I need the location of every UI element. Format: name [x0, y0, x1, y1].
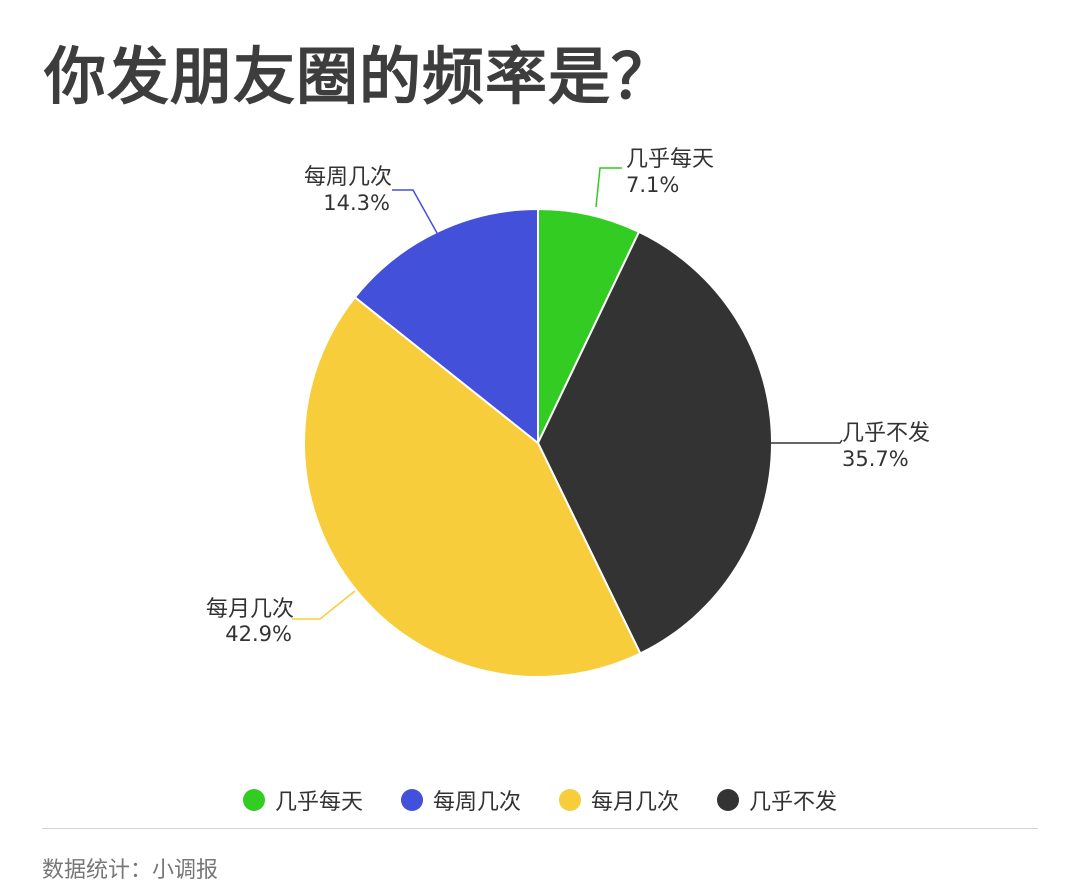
legend-label: 几乎每天	[274, 790, 363, 815]
leader-line	[595, 167, 622, 208]
legend-swatch	[717, 789, 740, 811]
slice-value-label: 42.9%	[225, 622, 292, 646]
legend: 几乎每天 每周几次 每月几次 几乎不发	[0, 784, 1080, 816]
legend-item: 每月几次	[559, 784, 679, 816]
legend-label: 每周几次	[432, 790, 521, 815]
legend-swatch	[242, 789, 265, 811]
source-note: 数据统计：小调报	[42, 858, 219, 883]
chart-title: 你发朋友圈的频率是？	[44, 40, 675, 113]
divider	[42, 828, 1038, 829]
leader-line	[292, 590, 356, 620]
slice-label: 几乎不发	[842, 421, 930, 446]
legend-swatch	[559, 789, 581, 811]
legend-label: 每月几次	[591, 790, 680, 815]
slice-value-label: 35.7%	[842, 447, 909, 471]
pie-slice	[303, 295, 642, 678]
leader-line	[392, 189, 438, 234]
slice-value-label: 14.3%	[323, 191, 390, 215]
slice-value-label: 7.1%	[626, 173, 679, 197]
legend-item: 几乎不发	[717, 784, 837, 816]
slice-label: 几乎每天	[626, 147, 714, 172]
legend-swatch	[400, 789, 423, 811]
slice-label: 每周几次	[304, 165, 392, 190]
legend-item: 每周几次	[400, 784, 521, 816]
pie-slice	[537, 207, 641, 444]
leader-line	[770, 439, 843, 444]
slice-label: 每月几次	[206, 597, 294, 622]
legend-label: 几乎不发	[749, 790, 838, 815]
legend-item: 几乎每天	[242, 784, 363, 816]
